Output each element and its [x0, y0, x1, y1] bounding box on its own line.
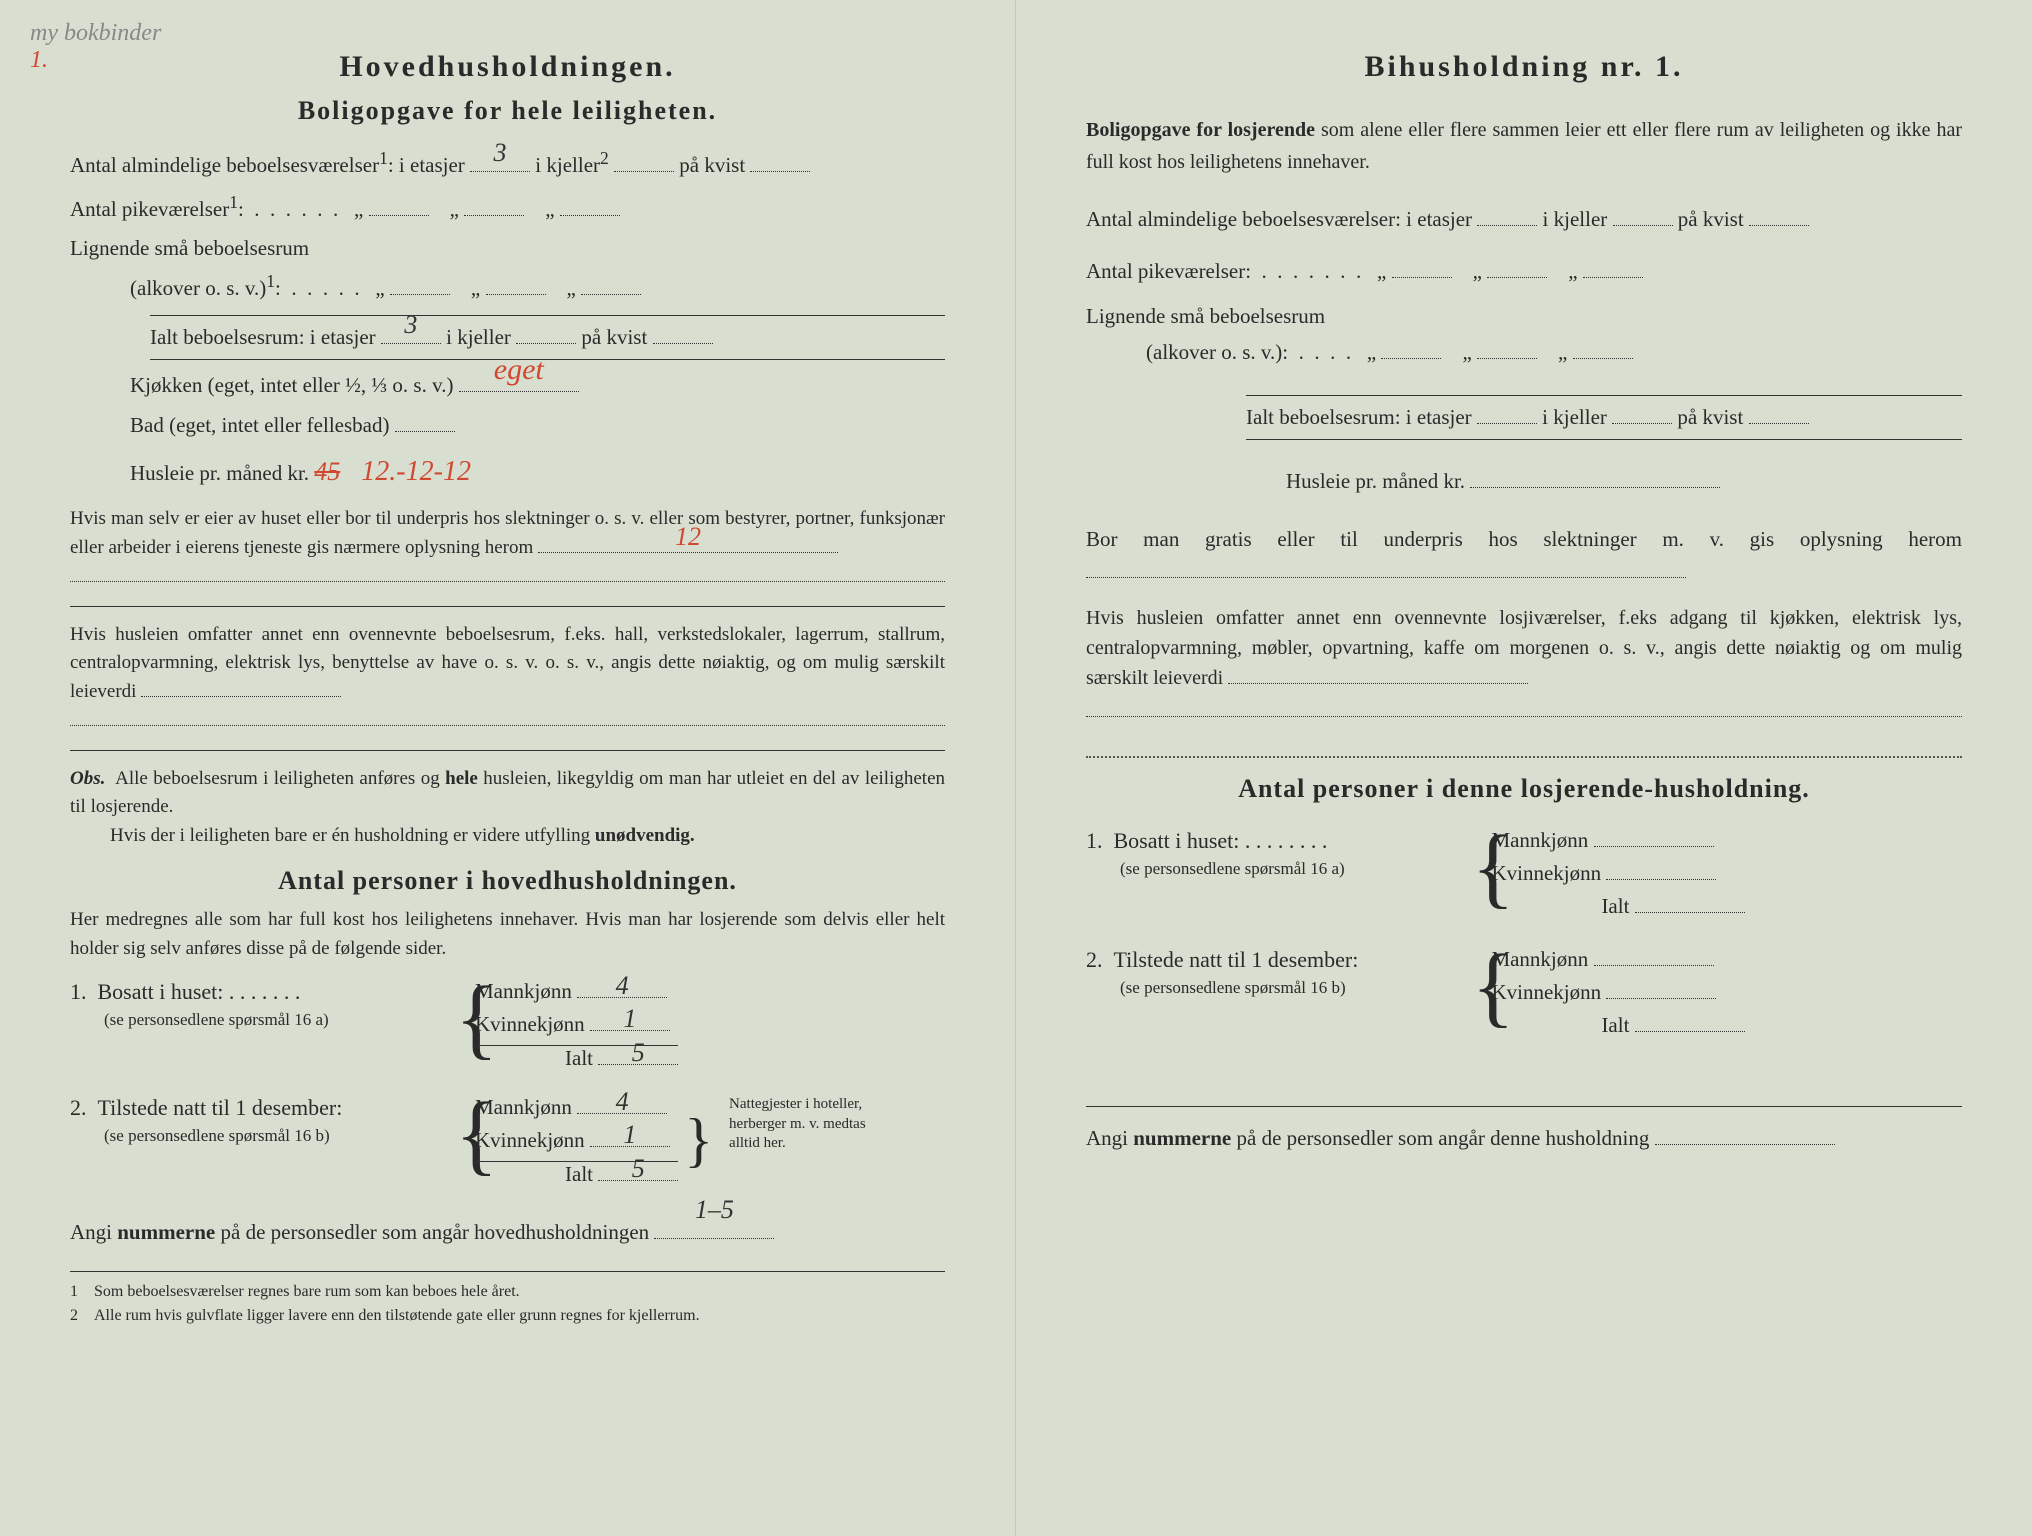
right-intro: Boligopgave for losjerende som alene ell…: [1086, 114, 1962, 178]
sub-title: Boligopgave for hele leiligheten.: [70, 96, 945, 126]
pike-line: Antal pikeværelser1: . . . . . . „ „ „: [70, 188, 945, 228]
persons-block-2: 2. Tilstede natt til 1 desember: (se per…: [70, 1095, 945, 1195]
bath-line: Bad (eget, intet eller fellesbad): [70, 408, 945, 444]
r-help1: Bor man gratis eller til underpris hos s…: [1086, 524, 1962, 587]
rooms-line: Antal almindelige beboelsesværelser1: i …: [70, 144, 945, 184]
left-page: my bokbinder 1. Hovedhusholdningen. Boli…: [0, 0, 1016, 1536]
etasjer-total-value: 3: [404, 303, 417, 347]
r-persons-block-1: 1. Bosatt i huset: . . . . . . . . (se p…: [1086, 828, 1962, 927]
r-bottom-line: Angi nummerne på de personsedler som ang…: [1086, 1121, 1962, 1157]
rent-struck: 45: [314, 457, 340, 486]
footnotes: 1Som beboelsesværelser regnes bare rum s…: [70, 1271, 945, 1328]
right-page: Bihusholdning nr. 1. Boligopgave for los…: [1016, 0, 2032, 1536]
r-rent-line: Husleie pr. måned kr.: [1286, 464, 1962, 500]
etasjer-value: 3: [494, 131, 507, 175]
handwritten-topnote: my bokbinder 1.: [30, 20, 161, 74]
mk1-value: 4: [616, 971, 629, 1001]
persons-intro: Her medregnes alle som har full kost hos…: [70, 906, 945, 963]
r-persons-block-2: 2. Tilstede natt til 1 desember: (se per…: [1086, 947, 1962, 1046]
r-rooms-line: Antal almindelige beboelsesværelser: i e…: [1086, 202, 1962, 238]
main-title: Hovedhusholdningen.: [70, 50, 945, 84]
ialt2-value: 5: [632, 1154, 645, 1184]
nightguests-note: Nattegjester i hoteller, herberger m. v.…: [729, 1095, 879, 1195]
alkover-line: Lignende små beboelsesrum (alkover o. s.…: [70, 231, 945, 306]
mk2-value: 4: [616, 1087, 629, 1117]
rent-line: Husleie pr. måned kr. 45 12.-12-12: [70, 448, 945, 496]
r-pike-line: Antal pikeværelser: . . . . . . . „ „ „: [1086, 254, 1962, 290]
right-title: Bihusholdning nr. 1.: [1086, 50, 1962, 84]
ialt1-value: 5: [632, 1038, 645, 1068]
r-persons-heading: Antal personer i denne losjerende-hushol…: [1086, 774, 1962, 804]
persons-heading: Antal personer i hovedhusholdningen.: [70, 866, 945, 896]
help-value: 12: [675, 517, 701, 556]
kitchen-line: Kjøkken (eget, intet eller ½, ⅓ o. s. v.…: [70, 368, 945, 404]
totals-row: Ialt beboelsesrum: i etasjer 3 i kjeller…: [150, 315, 945, 361]
help-rent-includes: Hvis husleien omfatter annet enn ovennev…: [70, 621, 945, 736]
obs-block: Obs. Alle beboelsesrum i leiligheten anf…: [70, 765, 945, 851]
rent-value: 12.-12-12: [361, 456, 471, 487]
r-totals-row: Ialt beboelsesrum: i etasjer i kjeller p…: [1246, 395, 1962, 441]
r-help2: Hvis husleien omfatter annet enn ovennev…: [1086, 603, 1962, 726]
help-owner: Hvis man selv er eier av huset eller bor…: [70, 505, 945, 592]
kitchen-value: eget: [494, 344, 544, 395]
r-alkover-line: Lignende små beboelsesrum (alkover o. s.…: [1086, 299, 1962, 370]
bottom-numbers-line: Angi nummerne på de personsedler som ang…: [70, 1215, 945, 1251]
bottom-value: 1–5: [695, 1188, 734, 1232]
persons-block-1: 1. Bosatt i huset: . . . . . . . (se per…: [70, 979, 945, 1079]
kk2-value: 1: [623, 1120, 636, 1150]
kk1-value: 1: [623, 1004, 636, 1034]
